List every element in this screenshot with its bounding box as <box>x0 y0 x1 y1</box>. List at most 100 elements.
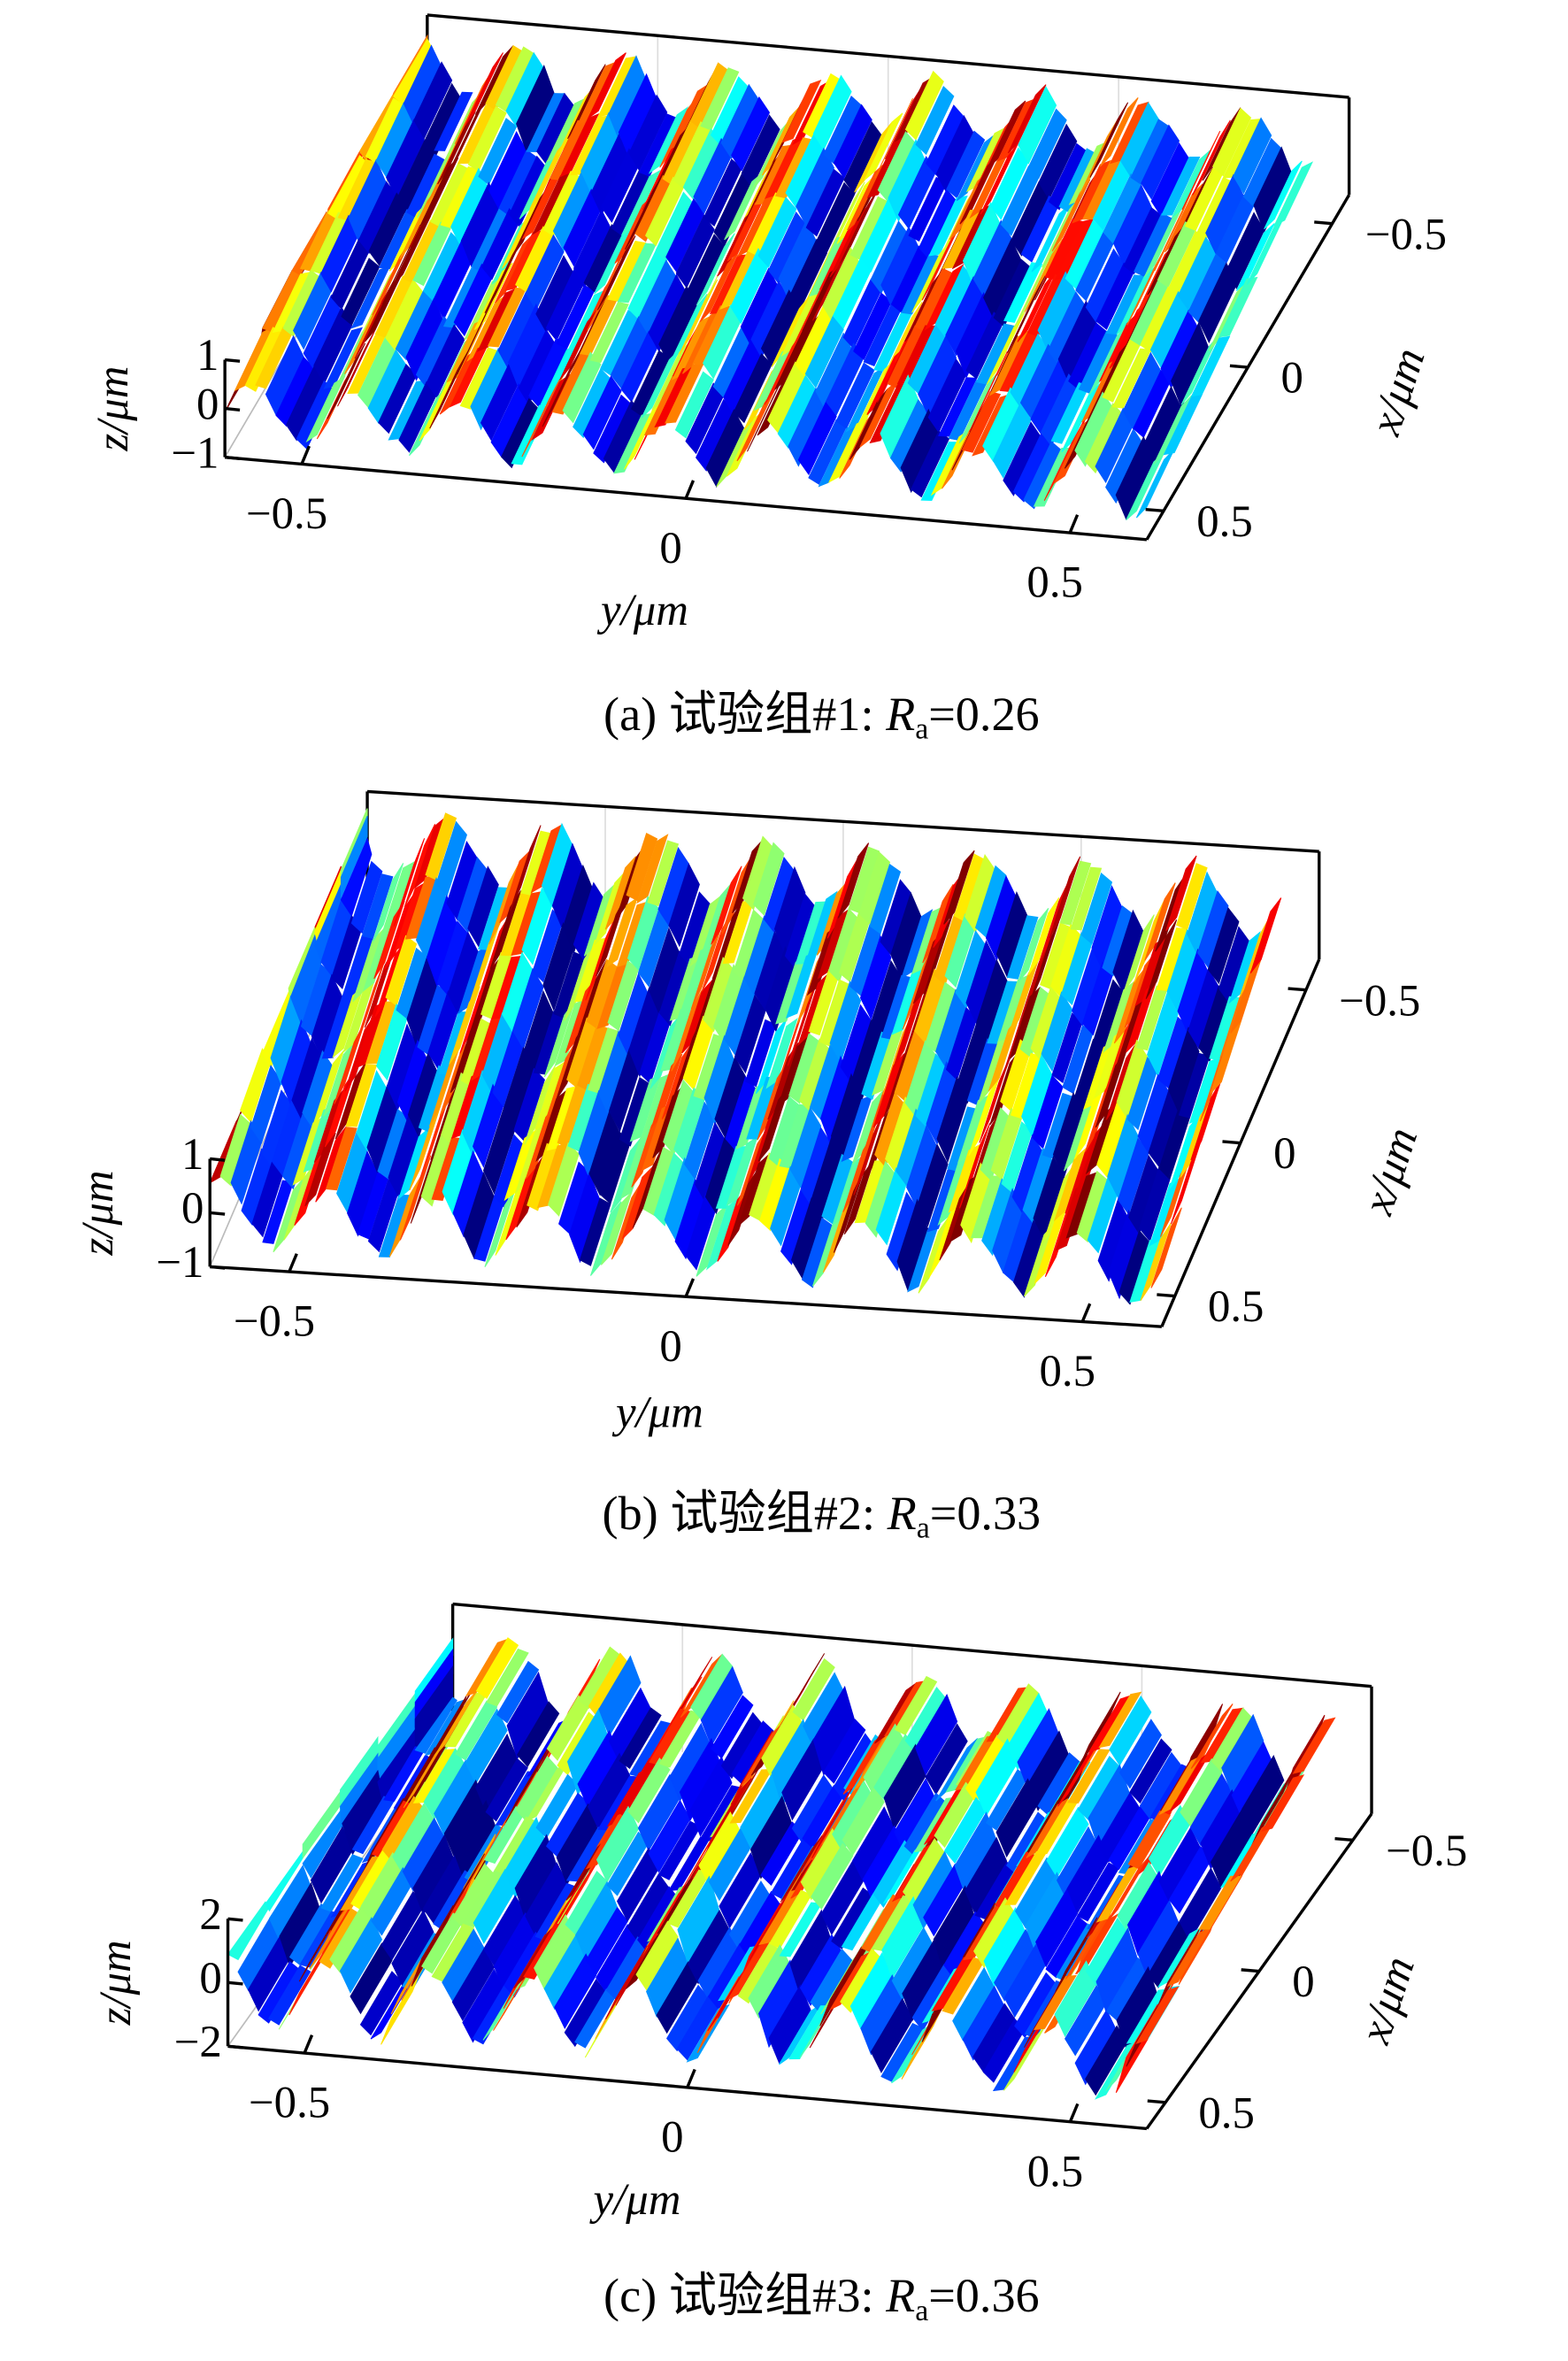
z-tick <box>227 1980 243 1986</box>
surface-patch <box>1109 1696 1152 1766</box>
surface-patch <box>935 1738 979 1802</box>
surface-patch <box>969 351 1008 433</box>
surface-patch <box>1167 1027 1200 1115</box>
surface-patch <box>911 430 950 498</box>
surface-patch <box>689 1756 733 1837</box>
surface-patch <box>467 105 507 173</box>
surface-patch <box>648 105 689 174</box>
surface-patch <box>425 812 457 881</box>
y-tick <box>686 2068 696 2088</box>
y-axis-label: y/μm <box>589 2174 681 2224</box>
surface-patch <box>1147 991 1179 1077</box>
surface-patch <box>1078 1691 1121 1769</box>
surface-patch <box>1261 1774 1305 1832</box>
surface-patch <box>1144 882 1176 961</box>
surface-patch <box>874 98 913 179</box>
z-tick-label: 1 <box>196 330 219 380</box>
surface-patch <box>829 981 862 1064</box>
surface-patch <box>589 1201 622 1276</box>
surface-patch <box>859 934 892 1020</box>
surface-patch <box>972 219 1012 297</box>
surface-patch <box>1034 1974 1077 2030</box>
caption-symbol: R <box>885 688 915 742</box>
z-tick <box>224 406 241 411</box>
surface-patch <box>372 863 404 942</box>
surface-patch <box>805 890 838 963</box>
surface-patch <box>1141 124 1180 200</box>
z-tick-label: 0 <box>196 379 219 428</box>
surface-patch <box>1007 84 1047 154</box>
surface-patch <box>323 327 364 389</box>
surface-patch <box>431 1922 474 1982</box>
y-tick-label: 0 <box>661 2111 683 2161</box>
z-axis-label: z/μm <box>88 366 137 452</box>
y-tick <box>303 2034 314 2054</box>
surface-patch <box>559 112 600 178</box>
x-tick <box>1287 987 1307 992</box>
surface-patch <box>647 840 680 907</box>
surface-patch <box>525 234 565 311</box>
caption-subscript: a <box>917 1511 930 1544</box>
surface-patch <box>1003 262 1043 323</box>
surface-patch <box>851 1090 884 1165</box>
z-tick-label: −1 <box>156 1237 204 1287</box>
surface-patch <box>449 986 480 1065</box>
caption-value: =0.33 <box>930 1487 1041 1540</box>
surface-patch <box>1292 1717 1336 1774</box>
surface-patch <box>496 1660 540 1724</box>
surface-patch <box>821 1153 854 1225</box>
surface-patch <box>305 375 346 443</box>
surface-patch <box>943 850 975 925</box>
surface-patch <box>340 837 373 918</box>
x-tick-label: −0.5 <box>1365 209 1447 258</box>
surface-patch <box>361 873 394 939</box>
surface-patch <box>404 823 436 908</box>
surface-patch <box>1123 914 1155 993</box>
x-axis-label: x/μm <box>1360 342 1434 442</box>
surface-patch <box>1150 1207 1182 1288</box>
surface-patch <box>465 52 503 127</box>
surface-patch <box>619 1707 662 1769</box>
surface-patch <box>1026 1798 1069 1858</box>
surface-patch <box>589 301 629 364</box>
y-tick <box>684 480 696 499</box>
x-tick-label: 0 <box>1273 1128 1295 1178</box>
surface-patch <box>1192 119 1231 196</box>
surface-patch <box>1249 897 1282 974</box>
surface-patch <box>548 1142 580 1217</box>
z-tick-label: 0 <box>181 1183 204 1233</box>
surface-patch <box>731 96 771 172</box>
surface-patch <box>917 1142 949 1227</box>
surface-patch <box>757 196 797 268</box>
caption-value: =0.26 <box>928 688 1039 742</box>
surface-patch <box>636 834 669 904</box>
surface-patch <box>1070 866 1103 931</box>
y-axis-label: y/μm <box>611 1387 703 1436</box>
surface-patch <box>925 1723 968 1796</box>
surface-patch <box>627 1757 671 1824</box>
surface-patch <box>1078 330 1118 394</box>
surface-patch <box>1212 107 1252 177</box>
surface-patch <box>1098 1691 1142 1749</box>
surface-patch <box>1089 102 1129 178</box>
y-tick-label: 0.5 <box>1027 2146 1084 2196</box>
surface-patch <box>340 815 368 898</box>
z-tick <box>210 1211 226 1216</box>
box-edge <box>366 789 1319 853</box>
caption: (b) 试验组#2: Ra=0.33 <box>603 1487 1041 1544</box>
y-tick <box>300 445 311 465</box>
surface-patch <box>741 114 780 188</box>
y-tick-label: 0 <box>659 523 681 573</box>
surface-patch <box>1228 931 1261 1004</box>
surface-patch <box>1118 1719 1162 1789</box>
surface-patch <box>517 1701 560 1768</box>
surface-patch <box>442 1928 485 2002</box>
z-tick <box>224 358 241 363</box>
surface-plot: 2 0 −2 −0.5 0 0.5 −0.5 0 0.5 z/μm y/μm x/μm (c) 试验组#… <box>90 1602 1467 2327</box>
y-tick <box>1080 1303 1092 1323</box>
surface-patch <box>961 391 1002 453</box>
surface-patch <box>1207 907 1240 985</box>
caption-label: (c) 试验组#3: <box>603 2270 886 2323</box>
caption-subscript: a <box>915 2295 928 2327</box>
